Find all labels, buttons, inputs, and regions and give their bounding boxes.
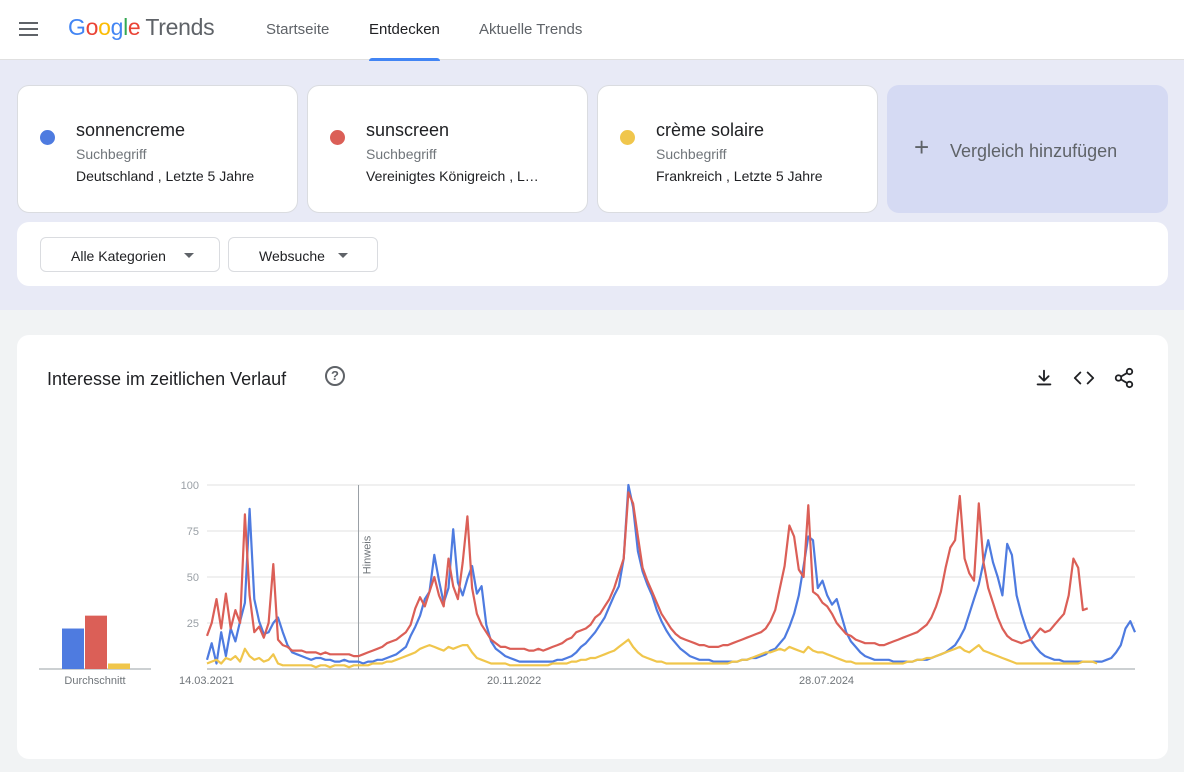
logo-google: Google — [68, 14, 141, 40]
nav-tab-aktuelle-trends[interactable]: Aktuelle Trends — [479, 21, 583, 38]
filter-bar: Alle Kategorien Websuche — [17, 222, 1168, 286]
average-label: Durchschnitt — [64, 675, 125, 687]
help-icon[interactable]: ? — [325, 366, 345, 386]
term-card-3[interactable]: crème solaire Suchbegriff Frankreich , L… — [597, 85, 878, 213]
search-type-dropdown[interactable]: Websuche — [228, 237, 378, 272]
term-type: Suchbegriff — [76, 146, 147, 162]
term-card-2[interactable]: sunscreen Suchbegriff Vereinigtes Königr… — [307, 85, 588, 213]
plus-icon: + — [914, 132, 930, 162]
add-comparison-label: Vergleich hinzufügen — [950, 141, 1118, 161]
interest-over-time-panel: Interesse im zeitlichen Verlauf ? 25 50 75… — [17, 335, 1168, 759]
add-comparison-button[interactable]: + Vergleich hinzufügen — [887, 85, 1168, 213]
series-line-2 — [205, 491, 1089, 658]
nav-tab-startseite[interactable]: Startseite — [266, 21, 330, 38]
logo-letter: o — [85, 14, 99, 40]
average-bar-2 — [85, 615, 107, 669]
top-app-bar: Google Trends Startseite Entdecken Aktuel… — [0, 0, 1184, 61]
term-label: sunscreen — [366, 120, 450, 140]
logo-letter: G — [68, 14, 86, 40]
annotation-label: Hinweis — [362, 535, 374, 574]
x-tick-label: 14.03.2021 — [179, 675, 234, 687]
logo-trends: Trends — [145, 14, 215, 40]
term-label: crème solaire — [656, 120, 765, 140]
panel-title: Interesse im zeitlichen Verlauf — [47, 369, 287, 389]
category-dropdown-label: Alle Kategorien — [71, 248, 166, 264]
term-detail: Vereinigtes Königreich , Letzte 5 Jahre — [366, 168, 546, 184]
x-tick-label: 28.07.2024 — [799, 675, 854, 687]
interest-chart: 25 50 75 100 Hinweis 14.03.2021 20.11.2022 28.0… — [39, 480, 1137, 687]
embed-code-icon[interactable] — [1073, 367, 1095, 389]
y-tick-label: 25 — [187, 618, 199, 630]
y-tick-label: 100 — [181, 480, 199, 492]
series-color-dot — [330, 130, 345, 145]
term-detail: Frankreich , Letzte 5 Jahre — [656, 168, 823, 184]
caret-down-icon — [184, 253, 194, 258]
hamburger-menu-icon[interactable] — [18, 18, 40, 40]
logo-letter: e — [127, 14, 141, 40]
term-card-1[interactable]: sonnencreme Suchbegriff Deutschland , Le… — [17, 85, 298, 213]
logo-letter: g — [110, 14, 124, 40]
logo-letter: o — [98, 14, 111, 40]
term-type: Suchbegriff — [366, 146, 437, 162]
average-bar-1 — [62, 628, 84, 669]
average-bar-3 — [108, 663, 130, 669]
series-line-3 — [206, 638, 1098, 669]
download-icon[interactable] — [1033, 367, 1055, 389]
search-type-dropdown-label: Websuche — [259, 248, 325, 264]
y-tick-label: 75 — [187, 526, 199, 538]
share-icon[interactable] — [1113, 367, 1135, 389]
term-detail: Deutschland , Letzte 5 Jahre — [76, 168, 255, 184]
term-label: sonnencreme — [76, 120, 186, 140]
caret-down-icon — [338, 253, 348, 258]
series-color-dot — [620, 130, 635, 145]
term-type: Suchbegriff — [656, 146, 727, 162]
logo-letter: l — [123, 14, 128, 40]
series-line-1 — [205, 483, 1137, 665]
y-tick-label: 50 — [187, 572, 199, 584]
category-dropdown[interactable]: Alle Kategorien — [40, 237, 220, 272]
x-tick-label: 20.11.2022 — [487, 675, 541, 687]
series-color-dot — [40, 130, 55, 145]
google-trends-logo[interactable]: Google Trends — [68, 14, 215, 41]
nav-tab-entdecken[interactable]: Entdecken — [369, 0, 440, 61]
